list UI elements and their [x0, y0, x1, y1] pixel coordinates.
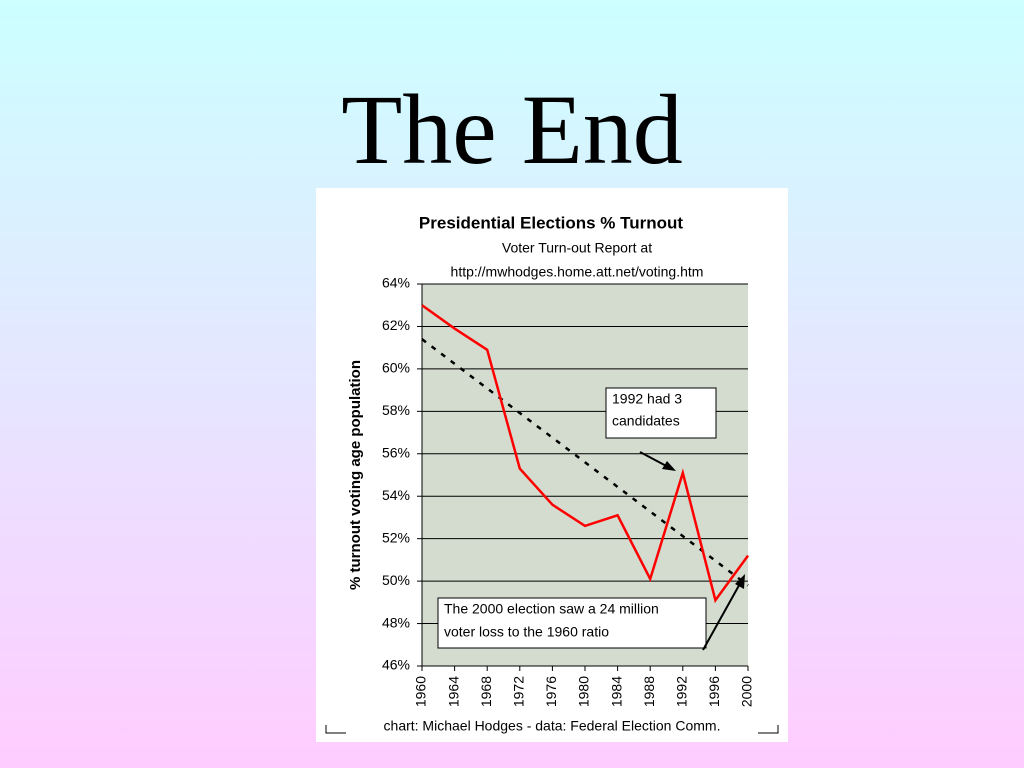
y-tick-label: 60%	[382, 360, 410, 376]
y-tick-label: 50%	[382, 572, 410, 588]
y-tick-label: 52%	[382, 529, 410, 545]
annotation-arrow	[702, 579, 743, 651]
x-tick-label: 1988	[641, 676, 657, 707]
annotation-text: candidates	[612, 413, 680, 429]
y-tick-label: 62%	[382, 317, 410, 333]
annotation-arrowhead	[735, 574, 745, 589]
annotation-text: The 2000 election saw a 24 million	[444, 601, 659, 617]
footer-bracket	[758, 725, 779, 734]
y-tick-label: 48%	[382, 614, 410, 630]
y-tick-label: 46%	[382, 657, 410, 673]
x-tick-label: 1976	[543, 676, 559, 707]
chart-title: Presidential Elections % Turnout	[419, 213, 684, 232]
y-tick-label: 64%	[382, 275, 410, 291]
x-tick-label: 1984	[608, 676, 624, 707]
x-tick-label: 1968	[478, 676, 494, 707]
y-tick-label: 58%	[382, 402, 410, 418]
x-tick-label: 1996	[706, 676, 722, 707]
annotation-text: voter loss to the 1960 ratio	[444, 624, 609, 640]
annotation-arrowhead	[662, 461, 676, 471]
x-tick-label: 1992	[674, 676, 690, 707]
chart-footer: chart: Michael Hodges - data: Federal El…	[384, 718, 721, 734]
annotation-box	[605, 387, 717, 439]
chart-subtitle: http://mwhodges.home.att.net/voting.htm	[451, 264, 704, 280]
x-tick-label: 1972	[511, 676, 527, 707]
x-tick-label: 1964	[445, 676, 461, 707]
y-tick-label: 54%	[382, 487, 410, 503]
x-tick-label: 2000	[739, 676, 755, 707]
footer-bracket	[325, 725, 346, 734]
x-tick-label: 1980	[576, 676, 592, 707]
annotation-text: 1992 had 3	[612, 391, 682, 407]
y-axis-label: % turnout voting age population	[347, 360, 364, 590]
annotation-box	[437, 597, 707, 649]
trend-line	[421, 338, 749, 587]
chart-subtitle: Voter Turn-out Report at	[502, 240, 652, 256]
y-tick-label: 56%	[382, 444, 410, 460]
slide-title: The End	[341, 74, 683, 185]
series-line	[421, 304, 750, 604]
x-tick-label: 1960	[413, 676, 429, 707]
